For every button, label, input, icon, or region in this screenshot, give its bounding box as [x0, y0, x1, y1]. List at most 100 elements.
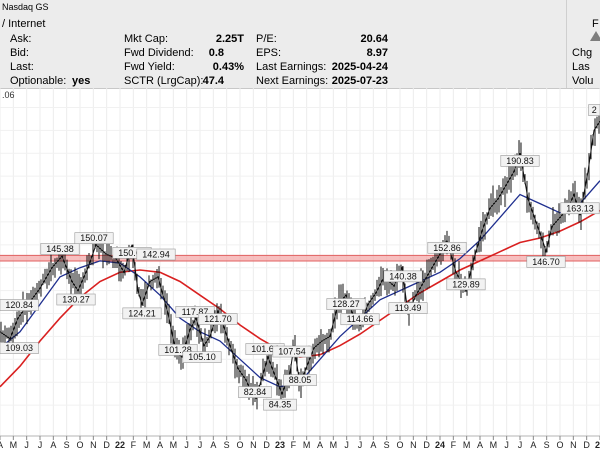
x-tick-label: 22	[115, 440, 125, 450]
fwd-yield-value: 0.43%	[212, 61, 244, 73]
data-label-text: 190.83	[506, 156, 534, 166]
ask-label: Ask:	[10, 33, 32, 45]
x-tick-label: J	[504, 440, 509, 450]
data-label-text: 128.27	[332, 299, 360, 309]
x-tick-label: D	[423, 440, 430, 450]
bid-label: Bid:	[10, 47, 29, 59]
x-tick-label: S	[384, 440, 390, 450]
volume-label: Volu	[572, 75, 594, 87]
mktcap-label: Mkt Cap:	[124, 33, 169, 45]
data-label-text: 82.84	[244, 387, 267, 397]
data-label-box	[136, 248, 176, 261]
next-earnings-value: 2025-07-23	[331, 75, 388, 87]
x-tick-label: D	[103, 440, 110, 450]
mktcap-value: 2.25T	[215, 33, 244, 45]
data-label-text: 114.66	[347, 314, 374, 324]
data-label-box	[122, 307, 162, 320]
x-tick-label: A	[370, 440, 376, 450]
x-tick-label: 23	[275, 440, 285, 450]
x-tick-label: A	[50, 440, 56, 450]
x-tick-label: J	[38, 440, 43, 450]
x-tick-label: O	[236, 440, 243, 450]
data-label: 128.27	[326, 298, 366, 310]
data-label: 146.70	[526, 256, 566, 268]
fwd-dividend-label: Fwd Dividend:	[124, 47, 194, 59]
x-tick-label: O	[76, 440, 83, 450]
x-tick-label: D	[263, 440, 270, 450]
pe-value: 20.64	[360, 33, 388, 45]
change-up-icon	[590, 31, 600, 41]
data-label: 140.38	[383, 270, 423, 283]
data-label-box	[446, 278, 486, 291]
chart-grid	[0, 88, 600, 436]
right-cut-label: F	[592, 18, 599, 30]
annotation-group: 120.84 109.03 145.38 130.27 150.07 150.64142.…	[0, 104, 600, 411]
data-label-text: 88.05	[289, 375, 312, 385]
data-label: 150.07	[74, 232, 114, 244]
data-label: 121.70	[198, 313, 238, 325]
x-tick-label: S	[224, 440, 230, 450]
x-tick-label: J	[198, 440, 203, 450]
data-label-text: 121.70	[204, 314, 232, 324]
x-tick-label: N	[90, 440, 97, 450]
data-label-text: 101.64	[251, 344, 279, 354]
x-tick-label: A	[157, 440, 163, 450]
data-label-box	[500, 155, 540, 167]
x-tick-label: J	[24, 440, 29, 450]
data-label-text: 163.13	[566, 203, 594, 213]
x-tick-label: A	[0, 440, 3, 450]
x-tick-label: A	[210, 440, 216, 450]
data-label: 142.94	[136, 248, 176, 261]
data-label-box	[175, 306, 215, 318]
last-label: Last:	[10, 61, 34, 73]
x-tick-label: M	[143, 440, 151, 450]
data-label-text: 124.21	[128, 308, 156, 318]
x-tick-label: M	[463, 440, 471, 450]
x-tick-label: N	[570, 440, 577, 450]
data-label-box	[283, 374, 317, 386]
data-label: 109.03	[0, 342, 39, 354]
data-label-box	[560, 202, 600, 215]
pe-label: P/E:	[256, 33, 277, 45]
eps-value: 8.97	[366, 47, 388, 59]
data-label-box	[40, 243, 80, 255]
data-label: 129.89	[446, 278, 486, 291]
optionable-label: Optionable:	[10, 75, 67, 87]
data-label-text: 152.86	[433, 243, 461, 253]
data-label-text: 142.94	[142, 249, 170, 259]
x-tick-label: 24	[435, 440, 445, 450]
data-label-text: 105.10	[188, 352, 216, 362]
data-label-box	[0, 342, 39, 354]
data-label-text: 119.49	[395, 303, 422, 313]
data-label: 101.28	[158, 344, 198, 356]
data-label-box	[263, 398, 297, 411]
industry-label: / Internet	[2, 18, 46, 30]
x-tick-label: J	[184, 440, 189, 450]
data-label-text: 117.87	[182, 307, 209, 317]
x-tick-label: M	[330, 440, 338, 450]
data-label: 2	[588, 104, 600, 116]
next-earnings-label: Next Earnings:	[256, 75, 329, 87]
x-tick-label: O	[396, 440, 403, 450]
data-label-text: 101.28	[164, 345, 192, 355]
data-label-text: 150.07	[80, 233, 108, 243]
x-tick-label: O	[556, 440, 563, 450]
x-tick-label: J	[344, 440, 349, 450]
data-label-box	[198, 313, 238, 325]
data-label: 163.13	[560, 202, 600, 215]
x-tick-label: 25	[595, 440, 600, 450]
data-label-box	[238, 386, 272, 398]
data-label-text: 145.38	[46, 244, 74, 254]
x-tick-label: N	[410, 440, 417, 450]
data-label-text: 146.70	[532, 257, 560, 267]
data-label-box	[56, 293, 96, 306]
data-label-box	[427, 241, 467, 254]
data-label: 114.66	[340, 313, 380, 326]
chg-label: Chg	[572, 47, 593, 59]
data-label: 117.87	[175, 306, 215, 318]
x-tick-label: A	[530, 440, 536, 450]
data-label-box	[388, 302, 428, 314]
x-tick-label: J	[518, 440, 523, 450]
las-label: Las	[572, 61, 590, 73]
x-tick-label: S	[64, 440, 70, 450]
